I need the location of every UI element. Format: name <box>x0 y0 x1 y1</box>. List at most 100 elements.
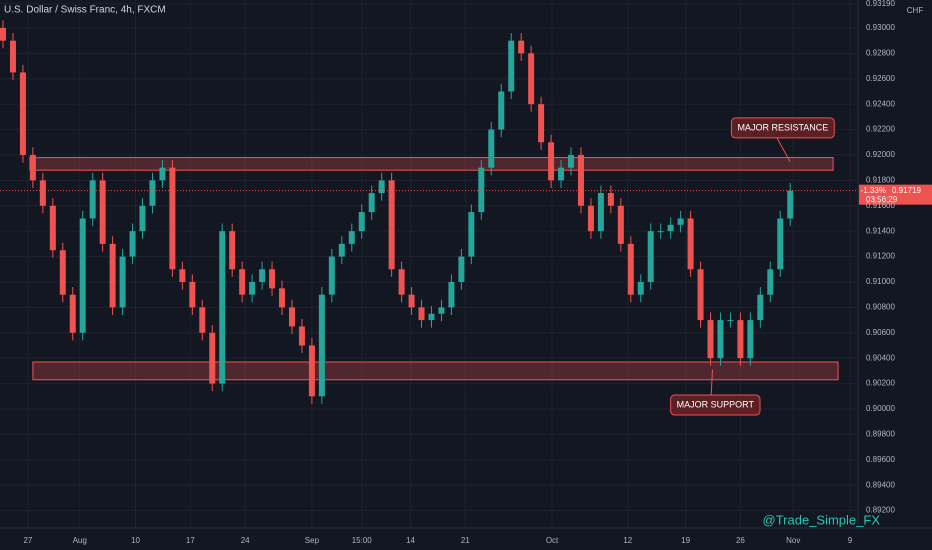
candle-body <box>19 72 26 155</box>
y-tick-label: 0.91200 <box>866 252 895 261</box>
x-tick-label: Sep <box>305 536 320 545</box>
candle-body <box>0 27 6 41</box>
candle-body <box>189 281 196 308</box>
x-tick-label: 27 <box>23 536 32 545</box>
y-tick-label: 0.90000 <box>866 404 895 413</box>
candle-body <box>139 205 146 232</box>
candle-body <box>259 269 266 282</box>
candle-body <box>149 180 156 206</box>
x-tick-label: 14 <box>406 536 415 545</box>
candle-body <box>508 40 515 92</box>
candle-body <box>169 167 176 270</box>
candle-body <box>269 269 276 289</box>
annotation-box <box>730 117 835 139</box>
annotation-text: MAJOR RESISTANCE <box>737 122 828 132</box>
x-tick-label: 21 <box>461 536 470 545</box>
candle-body <box>39 180 46 206</box>
y-tick-label: 0.93190 <box>866 0 895 8</box>
candle-body <box>89 180 96 219</box>
chart-title: U.S. Dollar / Swiss Franc, 4h, FXCM <box>4 5 166 16</box>
candle-body <box>757 294 764 321</box>
y-tick-label: 0.92800 <box>866 48 895 57</box>
candles <box>0 20 794 404</box>
candle-body <box>538 104 545 143</box>
y-tick-label: 0.90600 <box>866 328 895 337</box>
candle-body <box>488 129 495 168</box>
y-tick-label: 0.90400 <box>866 353 895 362</box>
y-tick-label: 0.92600 <box>866 74 895 83</box>
candle-body <box>9 40 16 73</box>
candle-body <box>79 218 86 333</box>
y-tick-label: 0.89600 <box>866 455 895 464</box>
candle-body <box>279 288 286 308</box>
candle-body <box>468 212 475 257</box>
y-tick-label: 0.92400 <box>866 99 895 108</box>
candle-body <box>29 154 36 181</box>
candle-body <box>99 180 106 244</box>
candle-body <box>498 91 505 130</box>
y-tick-label: 0.90200 <box>866 379 895 388</box>
candle-body <box>119 256 126 308</box>
y-tick-label: 0.89200 <box>866 506 895 515</box>
candle-body <box>318 294 325 397</box>
x-tick-label: Oct <box>546 536 559 545</box>
annotation-box <box>670 394 761 416</box>
candle-body <box>159 167 166 181</box>
candle-body <box>378 180 385 194</box>
y-tick-label: 0.91000 <box>866 277 895 286</box>
x-tick-label: 10 <box>131 536 140 545</box>
candle-body <box>49 205 56 251</box>
candle-body <box>229 231 236 270</box>
candle-body <box>717 320 724 359</box>
last-price-badge <box>859 184 932 205</box>
candle-body <box>239 269 246 295</box>
candle-body <box>777 218 784 270</box>
candle-body <box>408 294 415 308</box>
candle-body <box>288 307 295 327</box>
candle-body <box>518 40 525 54</box>
candle-body <box>418 307 425 321</box>
y-tick-label: 0.92200 <box>866 125 895 134</box>
change-label: -1.33% <box>861 186 886 195</box>
candle-body <box>707 320 714 359</box>
y-tick-label: 0.90800 <box>866 302 895 311</box>
candle-body <box>597 193 604 232</box>
zone <box>32 361 839 381</box>
candle-body <box>328 256 335 295</box>
x-tick-label: 17 <box>186 536 195 545</box>
candle-body <box>767 269 774 295</box>
candle-body <box>59 250 66 295</box>
candle-body <box>627 243 634 295</box>
candle-body <box>747 320 754 359</box>
candle-body <box>219 231 226 384</box>
countdown-label: 03:56:29 <box>866 195 898 204</box>
zone <box>29 156 834 171</box>
candle-body <box>338 243 345 257</box>
candle-body <box>358 212 365 232</box>
candle-body <box>737 320 744 359</box>
x-tick-label: 24 <box>241 536 250 545</box>
candle-body <box>677 218 684 225</box>
annotation-text: MAJOR SUPPORT <box>677 399 755 409</box>
candle-body <box>109 243 116 308</box>
candle-body <box>587 205 594 232</box>
candle-body <box>69 294 76 333</box>
candle-body <box>478 167 485 213</box>
y-tick-label: 0.91800 <box>866 175 895 184</box>
y-tick-label: 0.89800 <box>866 429 895 438</box>
candle-body <box>129 231 136 257</box>
currency-label: CHF <box>907 6 924 15</box>
candle-body <box>667 224 674 232</box>
candle-body <box>577 154 584 206</box>
x-tick-label: Nov <box>786 536 800 545</box>
candle-body <box>687 218 694 270</box>
candle-body <box>727 320 734 322</box>
candle-body <box>199 307 206 333</box>
candle-body <box>298 326 305 346</box>
y-tick-label: 0.91400 <box>866 226 895 235</box>
candle-body <box>249 281 256 295</box>
candle-body <box>348 231 355 244</box>
x-tick-label: 12 <box>623 536 632 545</box>
